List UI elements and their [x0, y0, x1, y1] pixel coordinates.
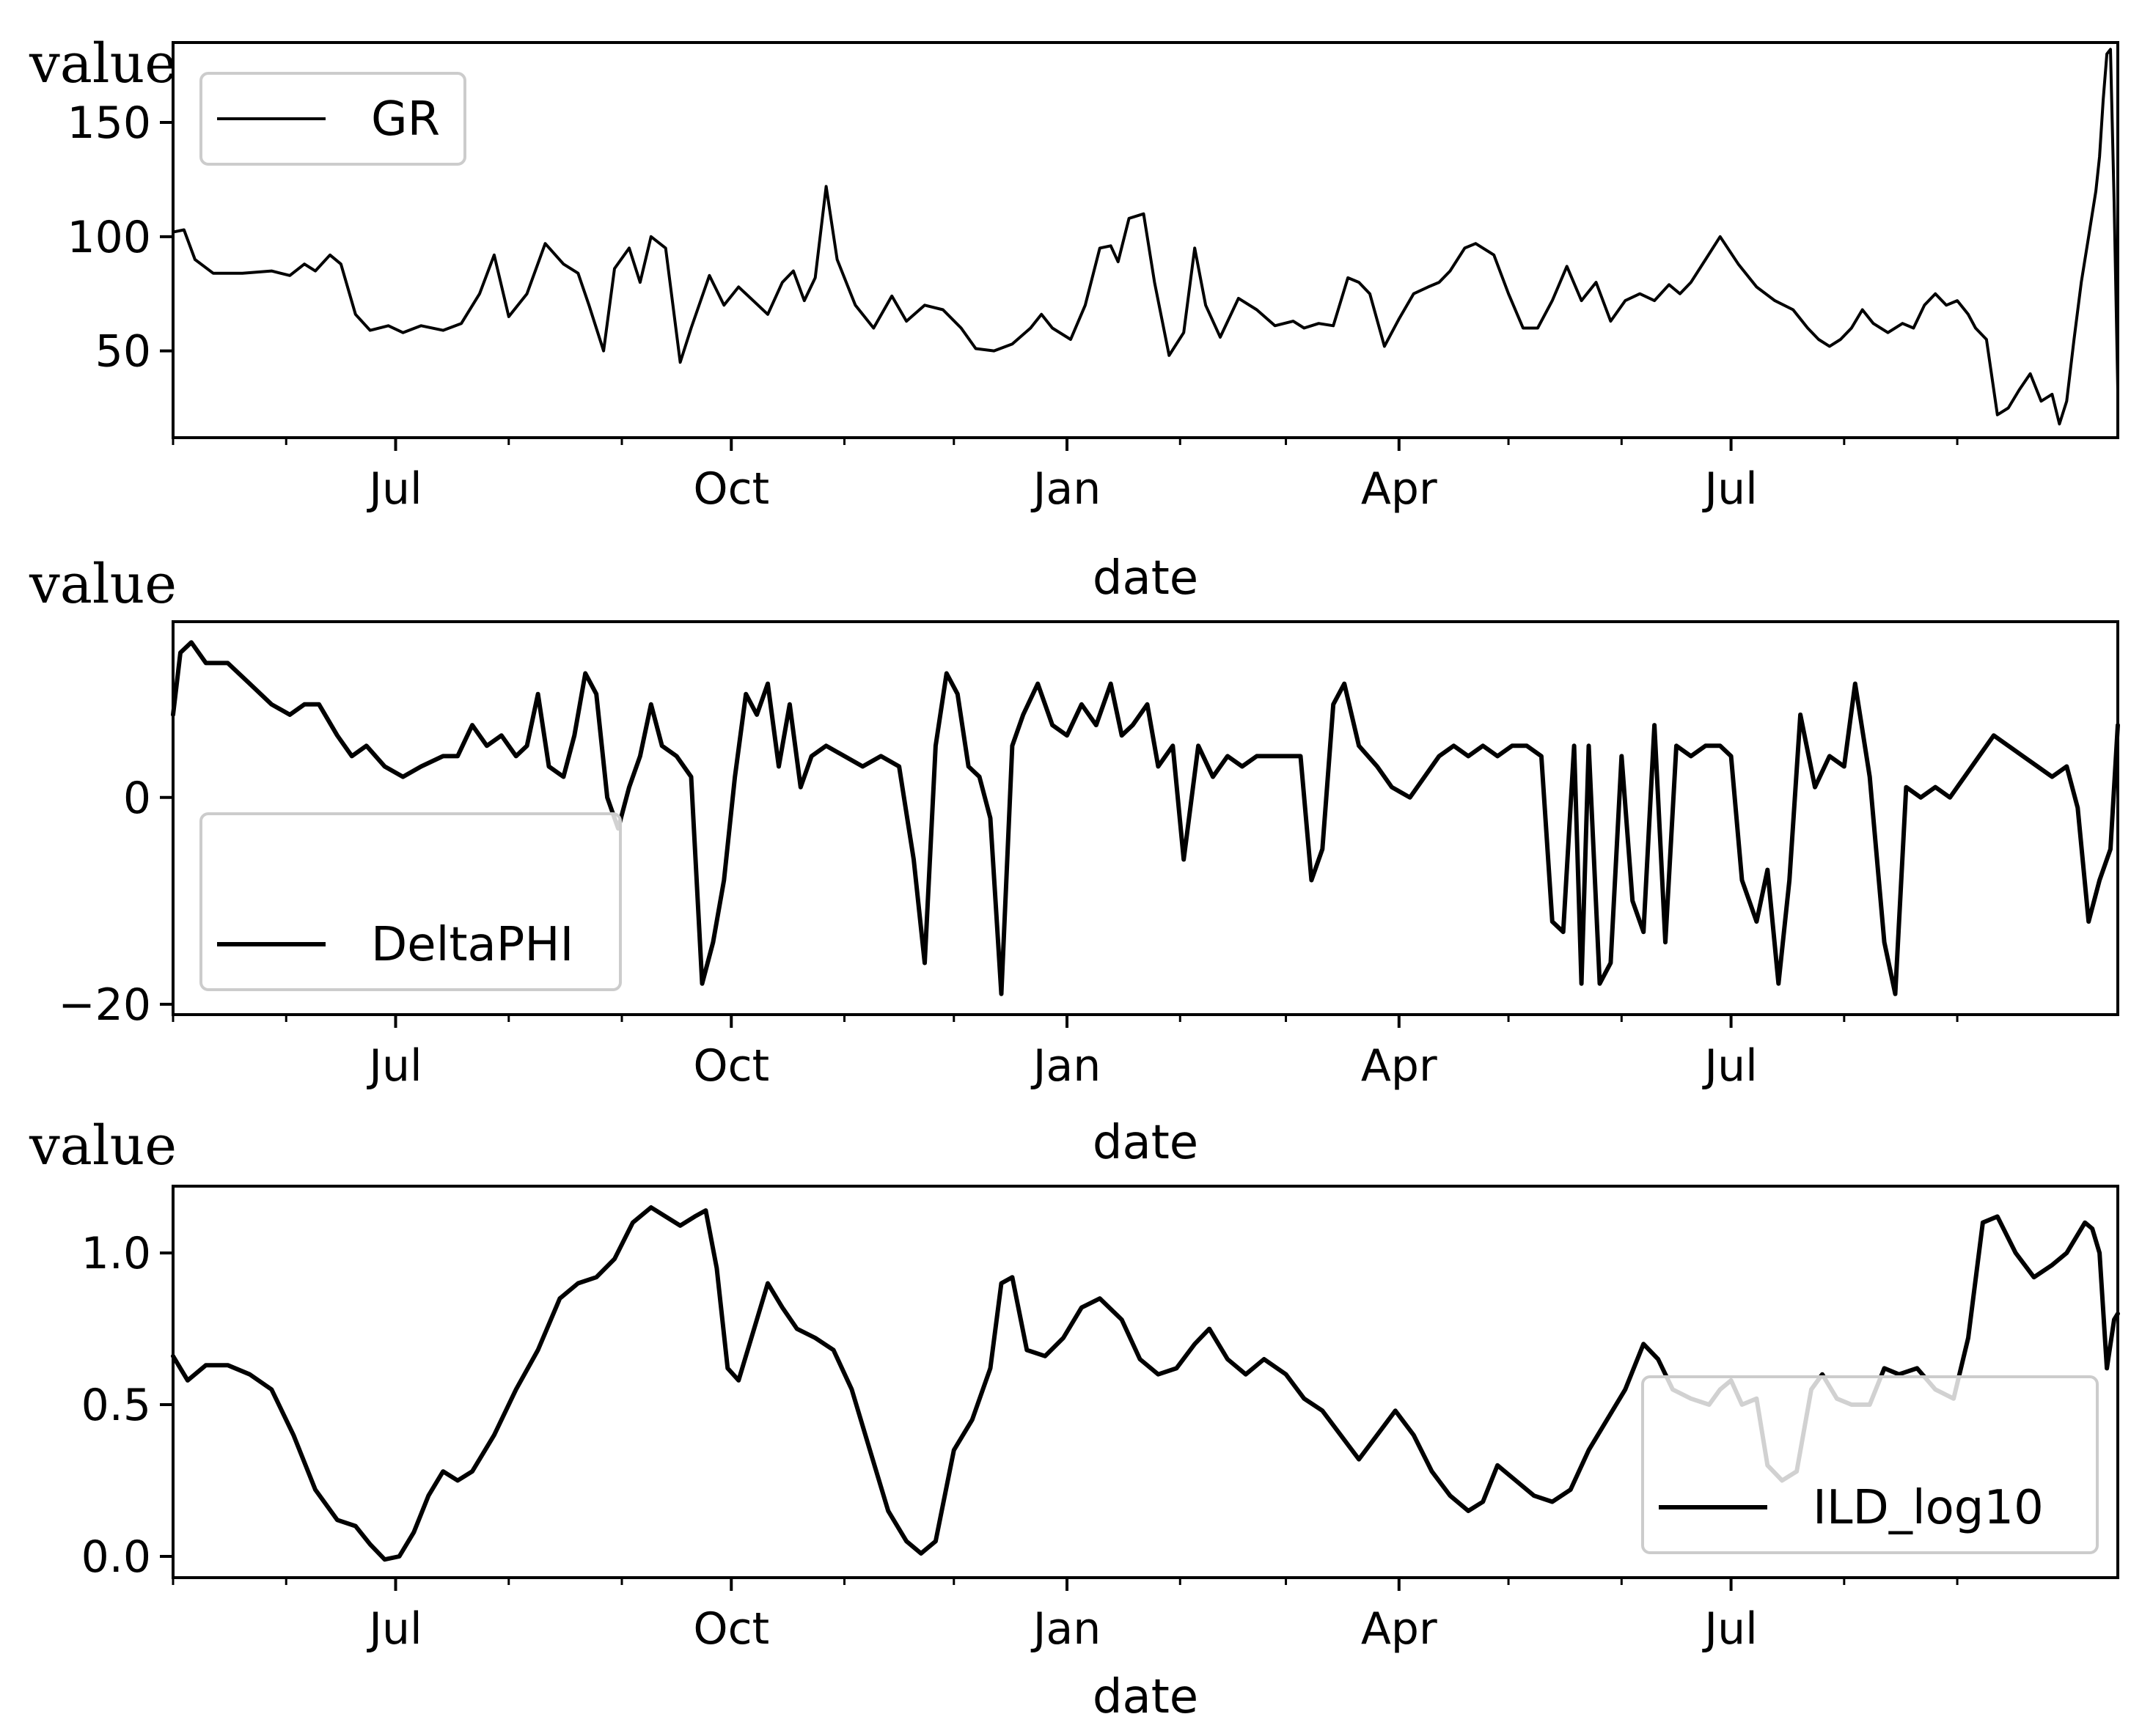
- x-axis-title: date: [1093, 1116, 1198, 1170]
- legend-label: DeltaPHI: [371, 918, 573, 972]
- x-tick-label: Oct: [693, 1603, 769, 1655]
- series-line-deltaphi: [171, 640, 2120, 996]
- y-tick-label: 0.5: [81, 1380, 151, 1431]
- corner-value-label: value: [29, 32, 177, 95]
- y-tick-label: 100: [67, 212, 151, 263]
- chart-panel-2: Jul Oct Jan Apr Jul −20 0 value date DeltaPHI: [29, 553, 2120, 1170]
- legend: ILD_log10: [1641, 1375, 2099, 1554]
- x-tick-label: Oct: [693, 463, 769, 515]
- axes-frame: [172, 1185, 2119, 1579]
- x-tick-label: Jan: [1030, 1603, 1101, 1655]
- y-tick-label: −20: [58, 979, 151, 1031]
- chart-panel-3: Jul Oct Jan Apr Jul 0.0 0.5 1.0 value date ILD_log…: [29, 1114, 2120, 1724]
- x-tick-label: Jul: [1701, 463, 1757, 515]
- x-tick-label: Jul: [366, 1040, 422, 1092]
- x-tick-label: Jul: [1701, 1040, 1757, 1092]
- x-tick-label: Jan: [1030, 1040, 1101, 1092]
- corner-value-label: value: [29, 1114, 177, 1177]
- x-tick-label: Jul: [366, 1603, 422, 1655]
- x-tick-label: Apr: [1361, 463, 1437, 515]
- legend-label: ILD_log10: [1813, 1481, 2044, 1535]
- series-line-gr: [172, 48, 2119, 426]
- legend: DeltaPHI: [199, 812, 622, 991]
- x-tick-label: Apr: [1361, 1040, 1437, 1092]
- axes-frame: [172, 620, 2119, 1016]
- x-tick-label: Jan: [1030, 463, 1101, 515]
- corner-value-label: value: [29, 553, 177, 616]
- y-tick-label: 0.0: [81, 1531, 151, 1583]
- axes-frame: [172, 41, 2119, 439]
- x-axis-title: date: [1093, 551, 1198, 606]
- y-tick-label: 150: [67, 98, 151, 149]
- x-tick-label: Apr: [1361, 1603, 1437, 1655]
- y-tick-label: 50: [95, 326, 151, 378]
- x-tick-label: Jul: [366, 463, 422, 515]
- legend-label: GR: [371, 92, 440, 147]
- x-tick-label: Jul: [1701, 1603, 1757, 1655]
- x-axis-title: date: [1093, 1670, 1198, 1724]
- legend-box: [199, 72, 466, 166]
- legend: GR: [199, 72, 466, 166]
- y-tick-label: 0: [123, 773, 151, 824]
- y-tick-label: 1.0: [81, 1228, 151, 1279]
- x-tick-label: Oct: [693, 1040, 769, 1092]
